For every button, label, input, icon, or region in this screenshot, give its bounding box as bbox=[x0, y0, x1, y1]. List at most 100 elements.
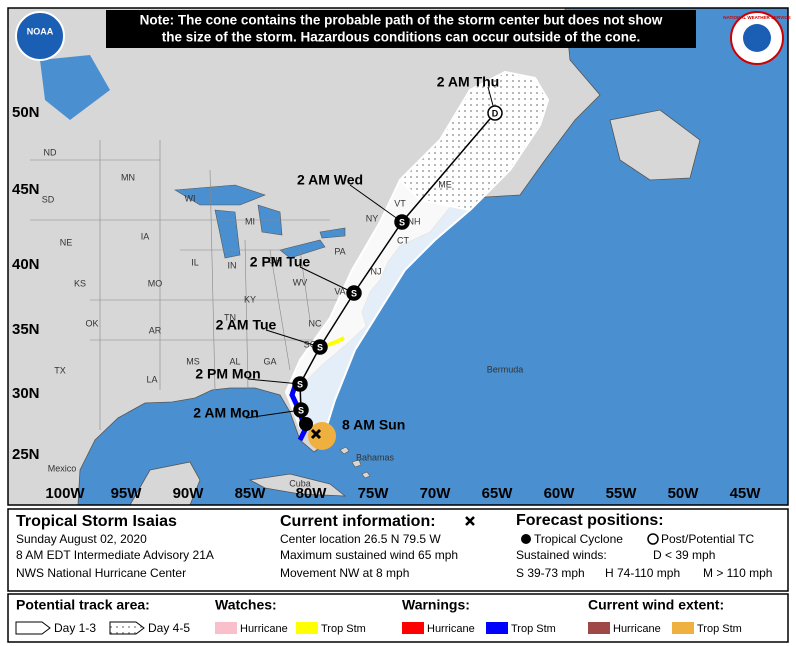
forecast-symbol: D bbox=[492, 108, 499, 118]
state-label: VA bbox=[334, 286, 345, 296]
forecast-symbol: S bbox=[399, 217, 405, 227]
note-box bbox=[106, 10, 696, 48]
lon-label: 60W bbox=[544, 485, 576, 502]
wind-trop: Trop Stm bbox=[697, 623, 742, 635]
state-label: NH bbox=[408, 216, 421, 226]
state-label: TX bbox=[54, 365, 66, 375]
swatch bbox=[402, 622, 424, 634]
forecast-marker bbox=[394, 214, 410, 230]
state-label: IN bbox=[228, 260, 237, 270]
legend-box bbox=[7, 593, 789, 643]
state-label: IL bbox=[191, 257, 199, 267]
state-label: ME bbox=[438, 179, 452, 189]
leader-line bbox=[245, 409, 302, 419]
state-label: SD bbox=[42, 194, 55, 204]
lon-label: 85W bbox=[235, 485, 267, 502]
forecast-time: 2 PM Mon bbox=[195, 366, 260, 382]
storm-name: Tropical Storm Isaias bbox=[16, 513, 177, 530]
lon-label: 65W bbox=[482, 485, 514, 502]
forecast-marker bbox=[487, 105, 503, 121]
forecast-time: 2 AM Wed bbox=[297, 172, 363, 188]
day-1-3: Day 1-3 bbox=[54, 621, 96, 635]
ptc-icon bbox=[647, 533, 659, 545]
wind-hurricane: Hurricane bbox=[613, 623, 661, 635]
lon-label: 95W bbox=[111, 485, 143, 502]
track-title: Potential track area: bbox=[16, 597, 150, 613]
lat-label: 35N bbox=[12, 321, 40, 338]
current-line: Movement NW at 8 mph bbox=[280, 566, 409, 580]
cuba bbox=[248, 473, 347, 497]
leader-line bbox=[299, 266, 355, 294]
state-label: MO bbox=[148, 278, 163, 288]
warn-hurricane: Hurricane bbox=[427, 623, 475, 635]
noaa-logo-text: NOAA bbox=[27, 26, 54, 36]
lon-label: 70W bbox=[420, 485, 452, 502]
place-label: Cuba bbox=[289, 478, 311, 488]
forecast-time: 2 AM Tue bbox=[216, 317, 277, 333]
state-label: NY bbox=[366, 213, 379, 223]
lon-label: 90W bbox=[173, 485, 205, 502]
warnings-title: Warnings: bbox=[402, 597, 470, 613]
info-box bbox=[7, 508, 789, 592]
lon-label: 75W bbox=[358, 485, 390, 502]
great-lakes bbox=[174, 184, 346, 259]
leader-line bbox=[247, 378, 301, 385]
place-label: Bahamas bbox=[356, 452, 395, 462]
current-line: Maximum sustained wind 65 mph bbox=[280, 548, 458, 562]
leader-line bbox=[265, 329, 321, 348]
current-line: Center location 26.5 N 79.5 W bbox=[280, 532, 441, 546]
lake bbox=[40, 55, 110, 120]
swatch bbox=[588, 622, 610, 634]
state-label: WI bbox=[185, 193, 196, 203]
watches-title: Watches: bbox=[215, 597, 277, 613]
lat-label: 30N bbox=[12, 385, 40, 402]
cone-day-4-5 bbox=[398, 70, 550, 212]
office: NWS National Hurricane Center bbox=[16, 566, 186, 580]
warn-trop: Trop Stm bbox=[511, 623, 556, 635]
forecast-marker bbox=[346, 285, 362, 301]
h-range: H 74-110 mph bbox=[605, 566, 680, 580]
forecast-marker bbox=[293, 402, 309, 418]
center-icon bbox=[465, 516, 475, 526]
date: Sunday August 02, 2020 bbox=[16, 532, 147, 546]
d-range: D < 39 mph bbox=[653, 548, 715, 562]
lon-label: 45W bbox=[730, 485, 762, 502]
state-label: NE bbox=[60, 237, 73, 247]
m-range: M > 110 mph bbox=[703, 566, 772, 580]
state-label: KS bbox=[74, 278, 86, 288]
lat-label: 40N bbox=[12, 256, 40, 273]
yucatan bbox=[129, 461, 201, 505]
state-label: NJ bbox=[371, 266, 382, 276]
forecast-time: 2 PM Tue bbox=[250, 254, 311, 270]
note-line: the size of the storm. Hazardous conditi… bbox=[162, 30, 641, 45]
place-label: Mexico bbox=[48, 463, 77, 473]
forecast-time: 2 AM Thu bbox=[437, 74, 499, 90]
swatch bbox=[296, 622, 318, 634]
forecast-symbol: S bbox=[317, 342, 323, 352]
advisory: 8 AM EDT Intermediate Advisory 21A bbox=[16, 548, 214, 562]
tc-icon bbox=[521, 534, 531, 544]
tc-label: Tropical Cyclone bbox=[534, 532, 623, 546]
day-4-5-icon bbox=[109, 621, 145, 635]
forecast-marker bbox=[299, 417, 313, 431]
state-label: CT bbox=[397, 235, 409, 245]
forecast-symbol: S bbox=[297, 379, 303, 389]
day-1-3-icon bbox=[15, 621, 51, 635]
bahamas-islands bbox=[339, 446, 371, 479]
forecast-title: Forecast positions: bbox=[516, 512, 664, 529]
legend: Potential track area: Day 1-3 Day 4-5 Wa… bbox=[7, 593, 789, 643]
state-label: ND bbox=[44, 147, 57, 157]
lon-label: 100W bbox=[45, 485, 85, 502]
state-label: OK bbox=[85, 318, 98, 328]
current-center bbox=[310, 428, 322, 440]
info-panel: Tropical Storm Isaias Sunday August 02, … bbox=[7, 508, 789, 592]
swatch bbox=[486, 622, 508, 634]
leader-line bbox=[349, 184, 403, 223]
state-label: MS bbox=[186, 356, 200, 366]
ptc-label: Post/Potential TC bbox=[661, 532, 754, 546]
state-label: AL bbox=[229, 356, 240, 366]
note-line: Note: The cone contains the probable pat… bbox=[140, 13, 663, 28]
forecast-marker bbox=[292, 376, 308, 392]
swatch bbox=[215, 622, 237, 634]
